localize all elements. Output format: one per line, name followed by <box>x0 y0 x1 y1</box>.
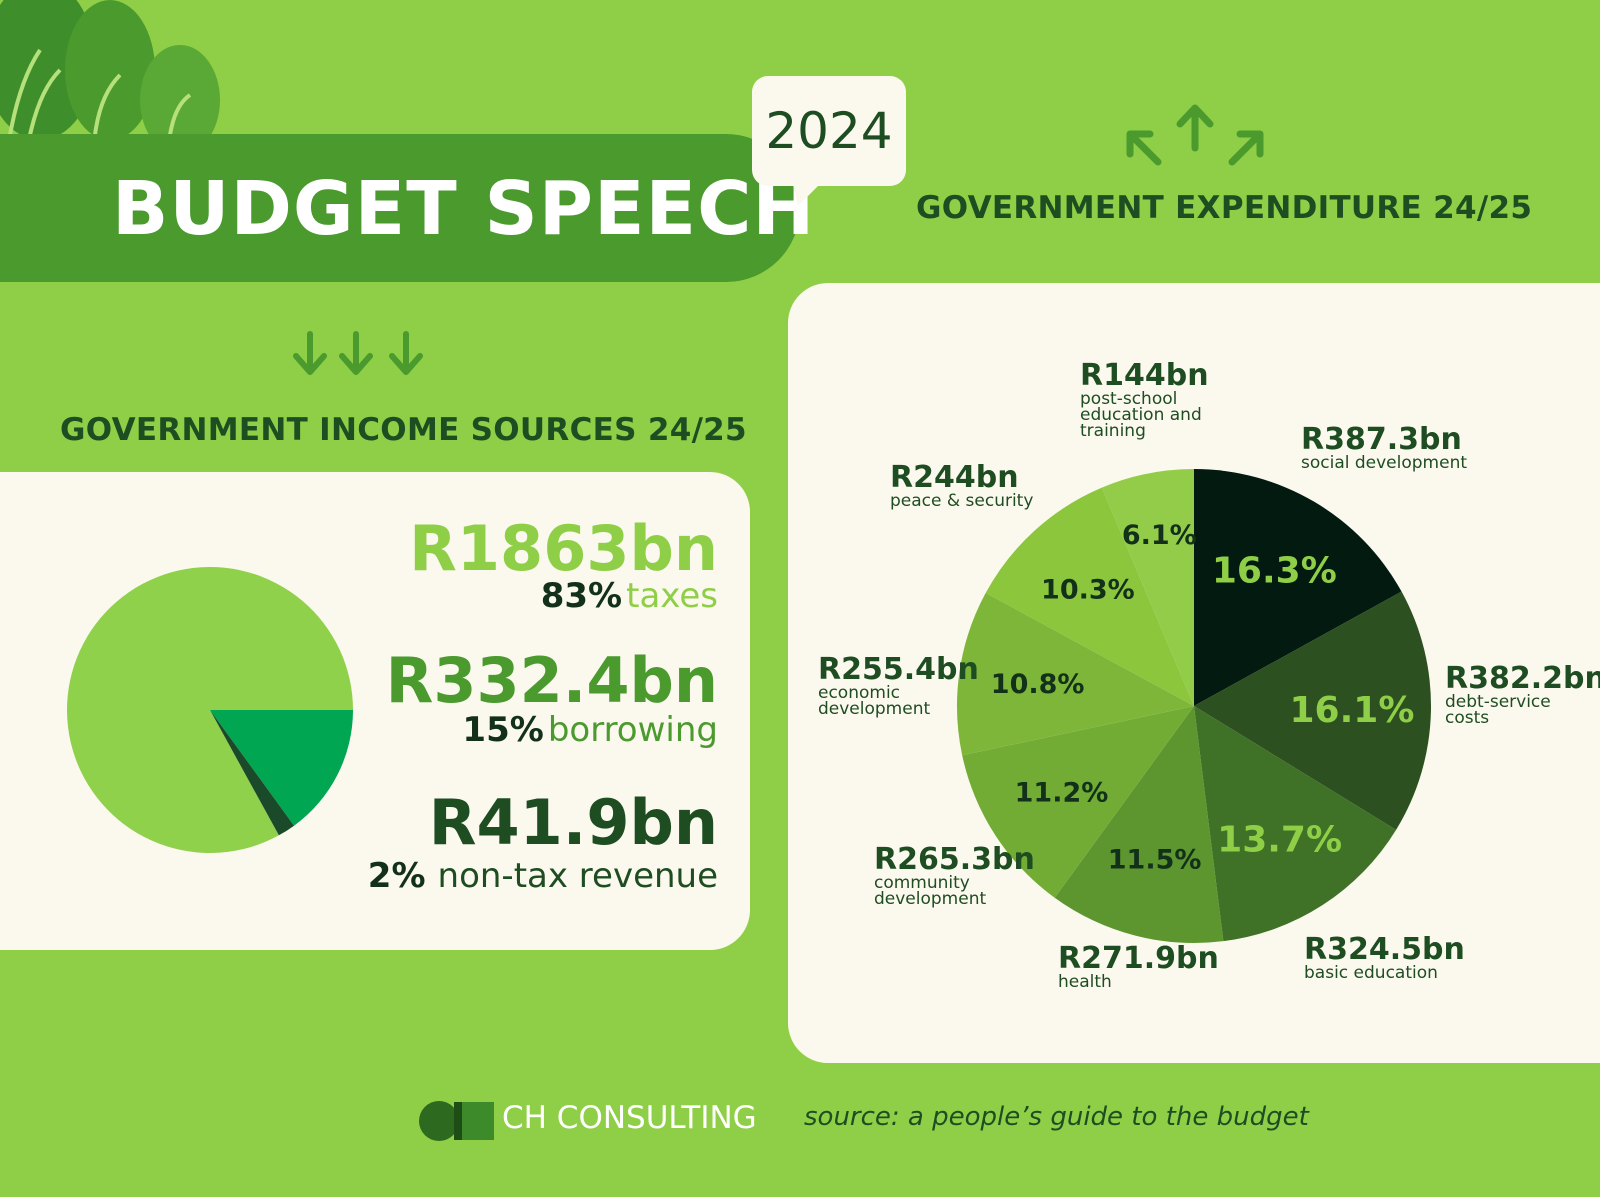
pie-value-label: 10.3% <box>1041 574 1135 605</box>
exp-amount: R324.5bn <box>1304 932 1465 967</box>
pie-slice-debt-service-costs <box>1194 591 1431 830</box>
exp-label-economic-development: R255.4bn economic development <box>818 652 979 719</box>
income-panel: R1863bn 83% taxes R332.4bn 15% borrowing R… <box>0 472 750 950</box>
pie-slice-post-school-education-and-training <box>1101 469 1194 706</box>
income-heading: GOVERNMENT INCOME SOURCES 24/25 <box>60 412 747 448</box>
pie-slice-borrowing <box>210 710 353 826</box>
arrow-up-icon <box>1126 104 1264 166</box>
income-line-non-tax: 2% non-tax revenue <box>368 856 718 896</box>
exp-category: social development <box>1301 453 1468 473</box>
pie-slice-peace-security <box>985 487 1194 706</box>
exp-category: post-school education and training <box>1080 389 1202 441</box>
exp-label-health: R271.9bn health <box>1058 941 1219 992</box>
exp-label-post-school: R144bn post-school education and trainin… <box>1080 358 1220 441</box>
brand-name: CH CONSULTING <box>502 1100 757 1136</box>
pie-slice-economic-development <box>957 592 1194 756</box>
income-amount-borrowing: R332.4bn <box>385 644 718 717</box>
pie-slice-basic-education <box>1194 706 1397 942</box>
pie-slice-health <box>1054 706 1224 943</box>
pie-value-label: 16.3% <box>1212 551 1337 592</box>
exp-label-debt-service: R382.2bn debt-service costs <box>1445 661 1600 728</box>
exp-amount: R382.2bn <box>1445 661 1600 696</box>
income-percent-borrowing: 15% <box>462 710 544 750</box>
exp-category: economic development <box>818 683 931 719</box>
income-line-taxes: 83% taxes <box>541 576 718 616</box>
logo-icon <box>419 1101 494 1141</box>
exp-amount: R271.9bn <box>1058 941 1219 976</box>
plant-decoration-icon <box>0 0 220 140</box>
expenditure-panel: 16.3% 16.1% 13.7% 11.5% 11.2% 10.8% 10.3% 6.1% … <box>788 283 1600 1063</box>
exp-amount: R244bn <box>890 460 1019 495</box>
exp-amount: R387.3bn <box>1301 422 1462 457</box>
year-badge: 2024 <box>752 76 906 186</box>
exp-category: basic education <box>1304 963 1438 983</box>
income-pie-chart <box>66 567 354 853</box>
exp-label-basic-education: R324.5bn basic education <box>1304 932 1465 983</box>
income-amount-non-tax: R41.9bn <box>428 786 718 859</box>
expenditure-pie-chart: 16.3% 16.1% 13.7% 11.5% 11.2% 10.8% 10.3% 6.1% <box>957 469 1431 943</box>
exp-category: debt-service costs <box>1445 692 1551 728</box>
exp-label-social-development: R387.3bn social development <box>1301 422 1468 473</box>
source-note: source: a people’s guide to the budget <box>804 1102 1309 1132</box>
pie-value-label: 11.2% <box>1015 778 1109 809</box>
exp-amount: R255.4bn <box>818 652 979 687</box>
income-label-borrowing: borrowing <box>547 710 718 750</box>
exp-label-peace-security: R244bn peace & security <box>890 460 1034 511</box>
expenditure-heading: GOVERNMENT EXPENDITURE 24/25 <box>916 190 1533 226</box>
speech-bubble-tail <box>792 180 824 206</box>
exp-category: health <box>1058 972 1112 992</box>
page-title: BUDGET SPEECH <box>112 166 816 252</box>
exp-label-community-development: R265.3bn community development <box>874 842 1035 909</box>
title-band <box>0 134 800 282</box>
income-label-taxes: taxes <box>626 576 718 616</box>
pie-value-label: 10.8% <box>991 669 1085 700</box>
pie-value-label: 6.1% <box>1122 520 1197 551</box>
pie-slice-community-development <box>962 706 1194 898</box>
income-label-non-tax: non-tax revenue <box>437 856 718 896</box>
pie-value-label: 13.7% <box>1217 819 1342 860</box>
income-percent-taxes: 83% <box>540 576 623 616</box>
exp-category: community development <box>874 873 987 909</box>
pie-slice-non-tax-revenue <box>210 710 295 836</box>
pie-slice-social-development <box>1194 469 1402 706</box>
exp-category: peace & security <box>890 491 1034 511</box>
income-labels: R1863bn 83% taxes R332.4bn 15% borrowing R… <box>278 472 718 950</box>
income-line-borrowing: 15% borrowing <box>462 710 718 750</box>
income-amount-taxes: R1863bn <box>409 512 718 585</box>
pie-value-label: 11.5% <box>1108 844 1202 875</box>
exp-amount: R265.3bn <box>874 842 1035 877</box>
income-percent-non-tax: 2% <box>367 856 426 896</box>
exp-amount: R144bn <box>1080 358 1209 393</box>
pie-value-label: 16.1% <box>1290 690 1415 731</box>
arrow-down-icon <box>293 331 423 375</box>
